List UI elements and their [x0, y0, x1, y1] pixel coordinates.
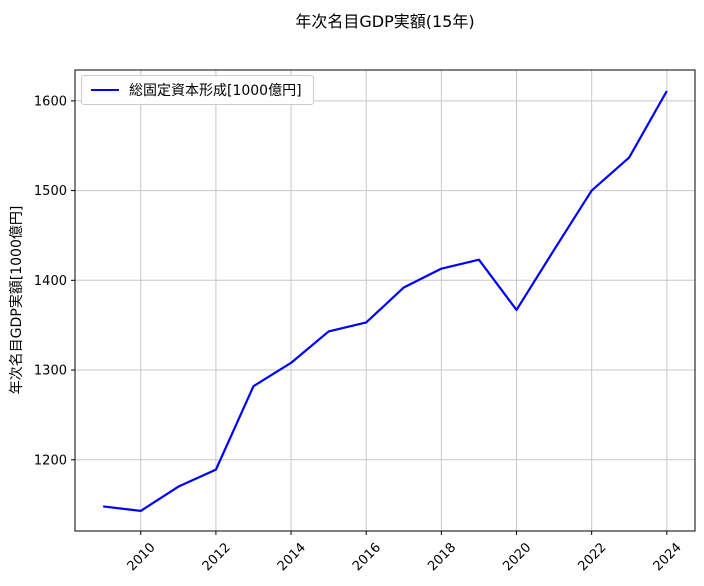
y-tick-label: 1600	[34, 94, 67, 109]
y-tick-label: 1400	[34, 274, 67, 289]
y-tick-label: 1200	[34, 453, 67, 468]
legend-line-swatch	[91, 89, 119, 91]
tick-marks	[71, 100, 668, 535]
x-tick-labels: 2010 2012 2014 2016 2018 2020 2022 2024	[125, 540, 685, 574]
data-line	[103, 90, 668, 513]
x-tick-label: 2014	[275, 540, 309, 574]
grid-lines	[75, 70, 695, 531]
axes-frame	[74, 69, 696, 532]
y-tick-labels: 1200 1300 1400 1500 1600	[34, 94, 67, 468]
x-tick-label: 2018	[425, 540, 459, 574]
x-tick-label: 2016	[350, 540, 384, 574]
x-tick-label: 2010	[125, 540, 159, 574]
x-tick-label: 2012	[200, 540, 234, 574]
x-tick-label: 2024	[651, 540, 685, 574]
y-tick-label: 1300	[34, 364, 67, 379]
x-tick-label: 2022	[575, 540, 609, 574]
x-tick-label: 2020	[500, 540, 534, 574]
legend: 総固定資本形成[1000億円]	[81, 75, 314, 105]
legend-series-label: 総固定資本形成[1000億円]	[129, 83, 302, 99]
y-tick-label: 1500	[34, 184, 67, 199]
chart-title: 年次名目GDP実額(15年)	[295, 12, 475, 31]
